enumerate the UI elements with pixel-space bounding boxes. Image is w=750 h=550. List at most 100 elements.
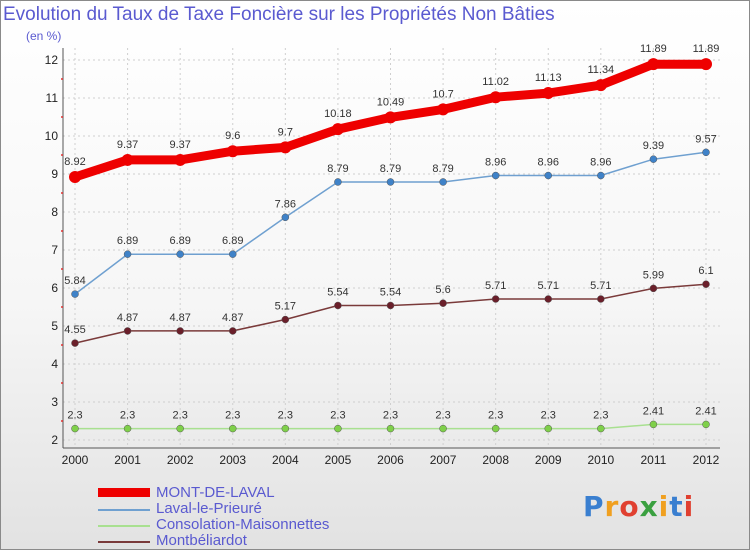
data-point — [437, 103, 450, 116]
data-label: 5.6 — [435, 284, 450, 296]
data-point — [702, 148, 710, 157]
data-label: 9.39 — [643, 140, 664, 152]
data-point — [176, 250, 184, 258]
y-tick-label: 6 — [51, 281, 58, 295]
y-tick-label: 8 — [51, 205, 58, 219]
data-point — [281, 424, 290, 433]
data-point — [281, 213, 290, 222]
y-tick-label: 12 — [45, 53, 59, 67]
data-point — [594, 79, 607, 92]
x-tick-label: 2003 — [219, 453, 246, 467]
data-point — [69, 171, 81, 184]
legend-swatch — [98, 509, 150, 511]
legend-label: Laval-le-Prieuré — [156, 500, 262, 517]
data-label: 2.3 — [435, 410, 450, 422]
data-point — [597, 424, 605, 433]
data-label: 2.41 — [695, 405, 716, 417]
logo-letter: t — [669, 490, 684, 523]
legend-label: MONT-DE-LAVAL — [156, 484, 275, 501]
data-label: 6.89 — [117, 235, 138, 247]
proxiti-logo: Proxiti — [583, 490, 694, 523]
data-point — [71, 290, 79, 298]
data-point — [229, 250, 237, 258]
data-point — [386, 424, 395, 433]
data-point — [649, 284, 658, 293]
data-point — [174, 153, 187, 166]
data-label: 2.3 — [173, 410, 188, 422]
data-point — [229, 327, 237, 335]
y-tick-label: 9 — [51, 167, 58, 181]
data-point — [71, 339, 79, 347]
data-point — [176, 424, 184, 433]
data-label: 5.84 — [64, 275, 85, 287]
data-label: 2.3 — [225, 410, 240, 422]
legend-label: Consolation-Maisonnettes — [156, 516, 330, 533]
data-label: 8.79 — [327, 163, 348, 175]
legend: MONT-DE-LAVAL Laval-le-Prieuré Consolati… — [98, 485, 398, 549]
y-tick-label: 5 — [51, 319, 58, 333]
data-label: 4.55 — [64, 324, 85, 336]
x-tick-label: 2007 — [430, 453, 457, 467]
data-label: 2.3 — [330, 410, 345, 422]
data-label: 2.3 — [278, 410, 293, 422]
legend-item-consolation-maisonnettes[interactable]: Consolation-Maisonnettes — [98, 517, 398, 533]
legend-item-laval-le-prieure[interactable]: Laval-le-Prieuré — [98, 501, 398, 517]
data-point — [226, 145, 239, 158]
data-label: 8.96 — [590, 157, 611, 169]
data-point — [71, 424, 79, 433]
y-tick-label: 3 — [51, 395, 58, 409]
data-label: 5.71 — [485, 280, 506, 292]
data-point — [334, 424, 342, 433]
data-point — [439, 299, 447, 307]
x-tick-label: 2004 — [272, 453, 299, 467]
x-tick-label: 2005 — [325, 453, 352, 467]
legend-swatch — [98, 525, 150, 527]
chart-title: Evolution du Taux de Taxe Foncière sur l… — [3, 4, 555, 25]
legend-item-mont-de-laval[interactable]: MONT-DE-LAVAL — [98, 485, 398, 501]
data-point — [647, 58, 660, 71]
data-point — [121, 153, 134, 166]
data-label: 8.79 — [432, 163, 453, 175]
data-point — [123, 250, 132, 258]
data-label: 11.89 — [693, 43, 720, 55]
data-point — [384, 111, 397, 124]
data-point — [542, 87, 555, 100]
x-tick-label: 2001 — [114, 453, 141, 467]
data-label: 9.57 — [695, 133, 716, 145]
data-label: 5.71 — [538, 280, 559, 292]
y-tick-label: 11 — [46, 91, 59, 105]
data-point — [176, 327, 184, 335]
data-point — [702, 420, 710, 429]
y-tick-label: 10 — [45, 129, 59, 143]
legend-swatch — [98, 488, 150, 497]
legend-item-montbeliardot[interactable]: Montbéliardot — [98, 533, 398, 549]
y-tick-label: 4 — [51, 357, 58, 371]
data-label: 9.6 — [225, 130, 240, 142]
data-label: 2.3 — [383, 410, 398, 422]
data-point — [439, 424, 447, 433]
data-point — [702, 280, 710, 288]
data-label: 9.7 — [278, 126, 293, 138]
legend-label: Montbéliardot — [156, 532, 247, 549]
data-label: 8.96 — [485, 157, 506, 169]
data-label: 5.54 — [380, 286, 401, 298]
data-point — [544, 171, 552, 180]
data-label: 9.37 — [169, 139, 190, 151]
data-label: 5.99 — [643, 269, 664, 281]
logo-letter: r — [604, 490, 620, 523]
data-label: 2.3 — [593, 410, 608, 422]
data-label: 8.92 — [64, 156, 85, 168]
legend-swatch — [98, 541, 150, 543]
y-unit-label: (en %) — [26, 29, 62, 43]
x-tick-label: 2010 — [587, 453, 614, 467]
data-label: 11.89 — [640, 43, 667, 55]
data-label: 8.79 — [380, 163, 401, 175]
data-label: 5.54 — [327, 286, 348, 298]
data-label: 2.3 — [541, 410, 556, 422]
data-label: 10.7 — [432, 88, 453, 100]
data-point — [544, 424, 552, 433]
logo-letter: i — [683, 490, 695, 523]
data-label: 11.34 — [587, 64, 614, 76]
data-label: 11.13 — [535, 72, 562, 84]
